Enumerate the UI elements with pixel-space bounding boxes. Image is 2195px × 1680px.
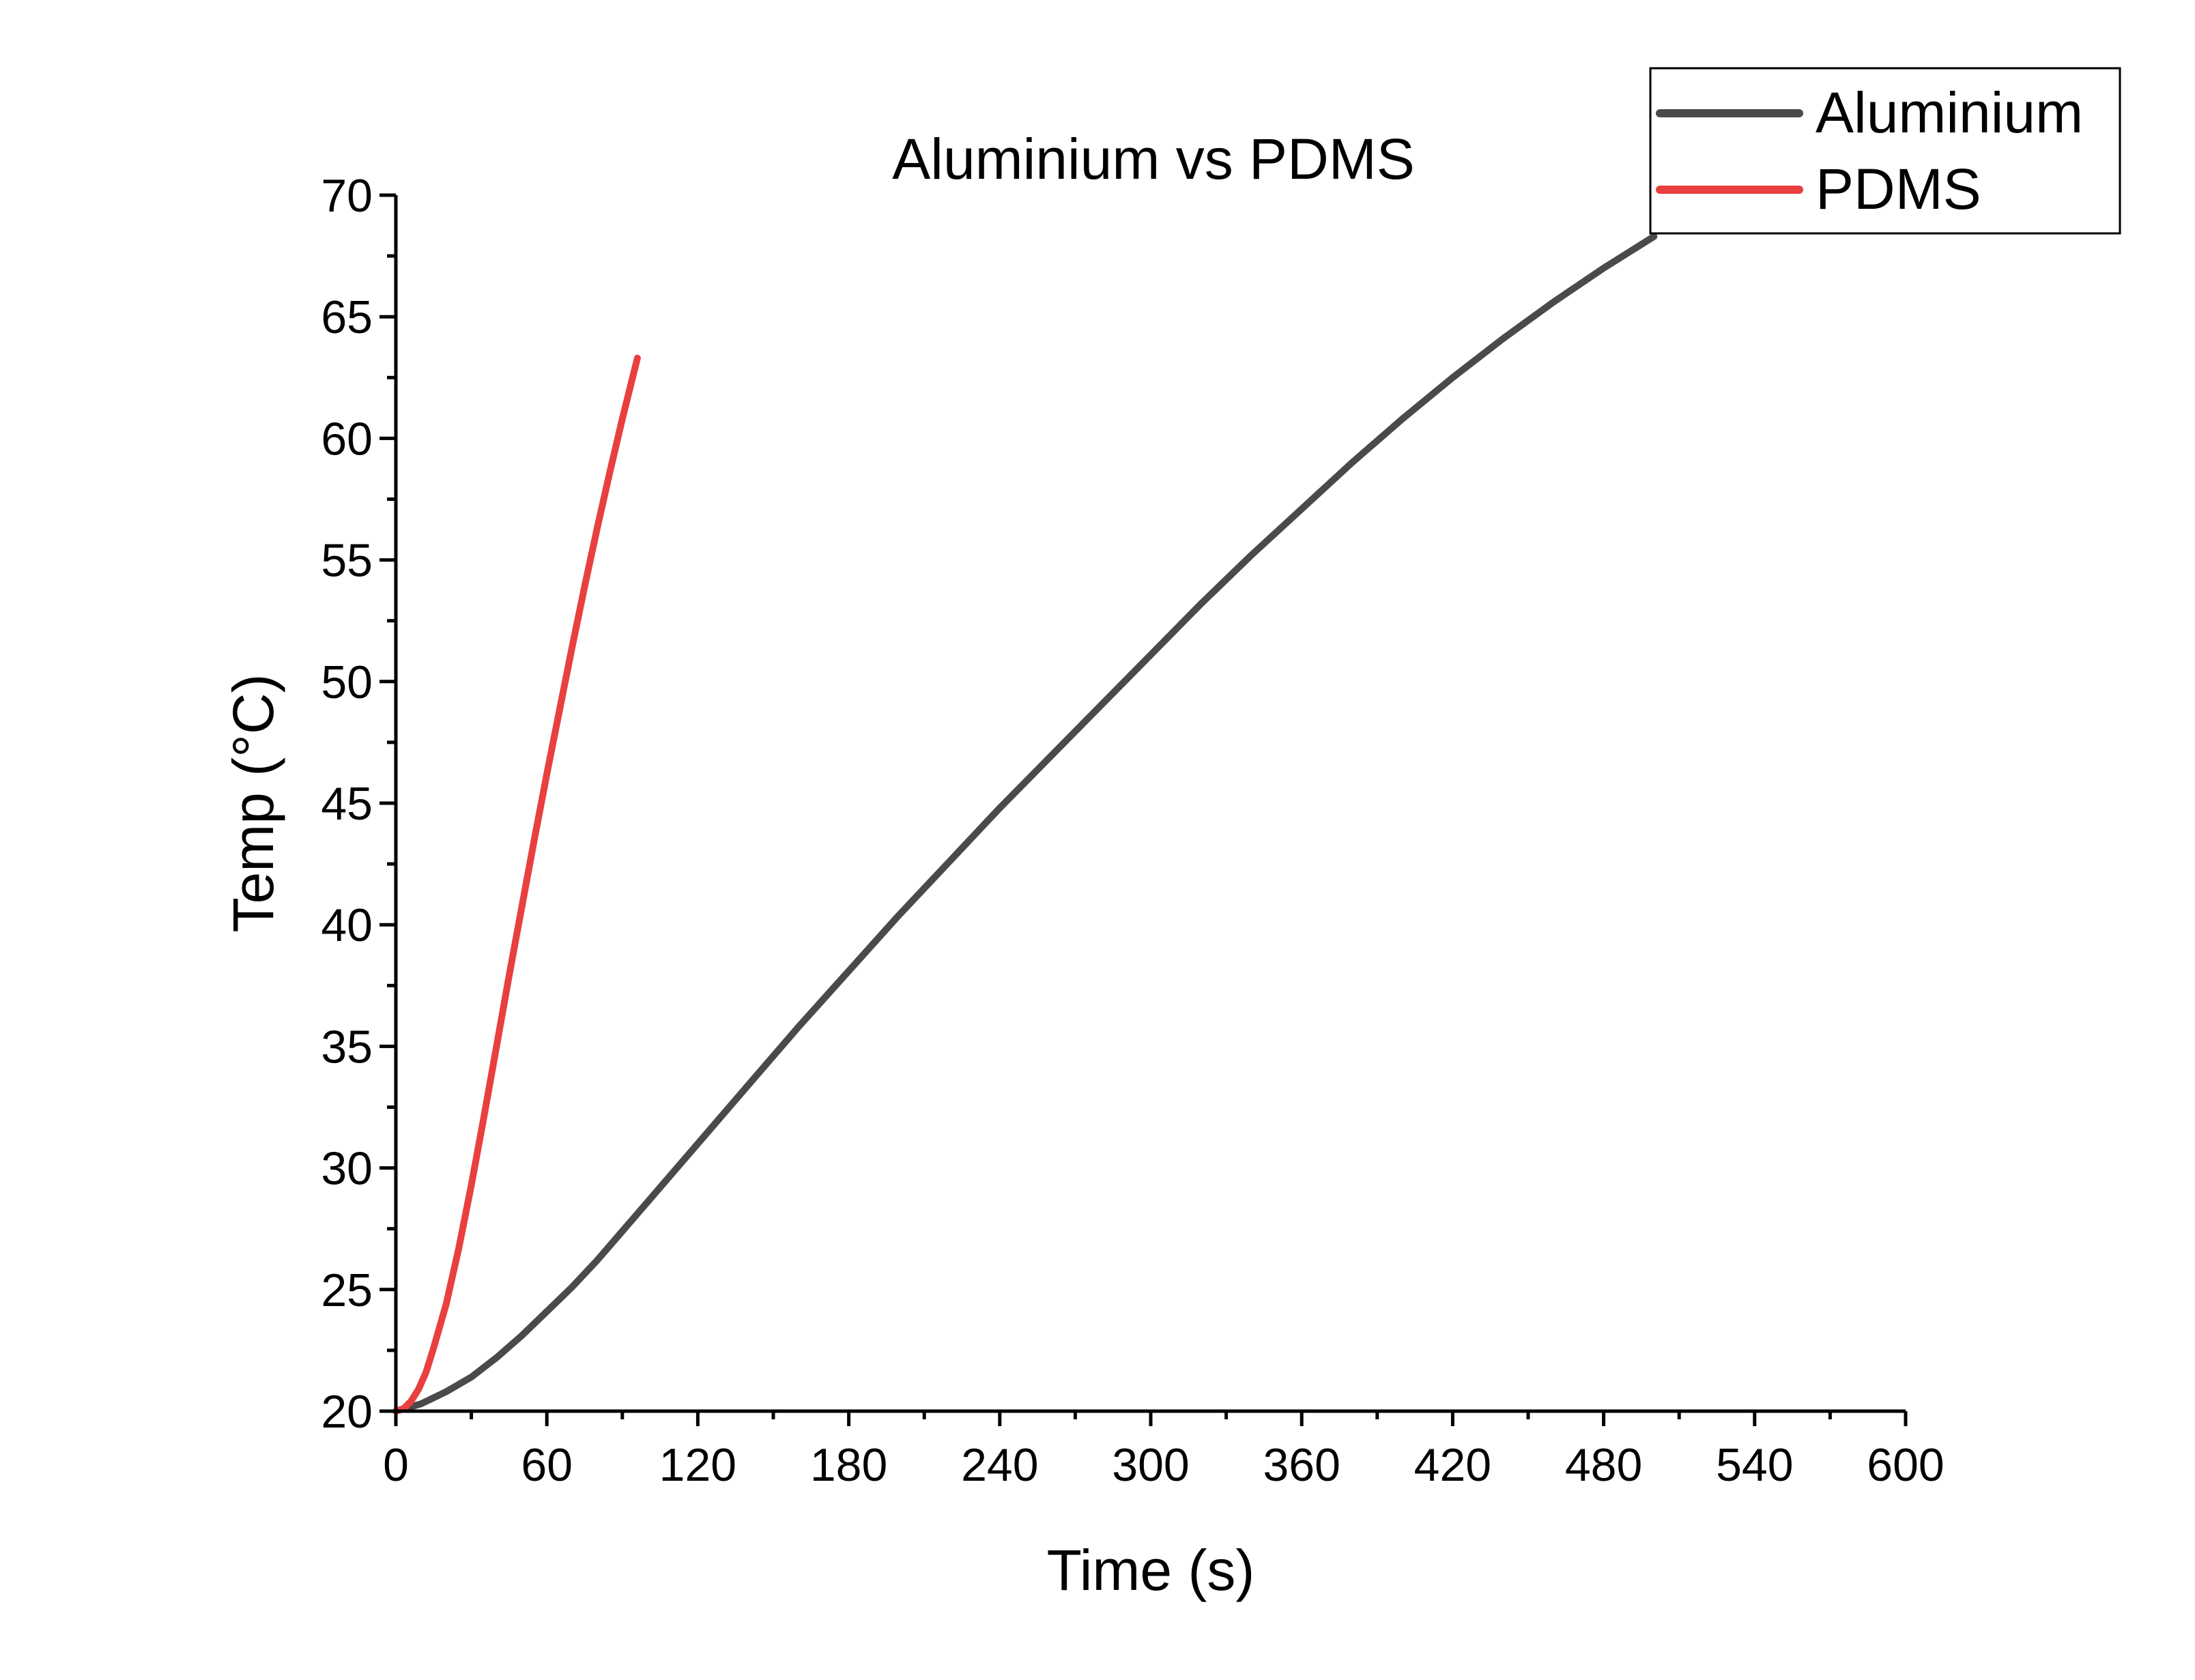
x-tick-label-60: 60 <box>521 1439 573 1491</box>
x-axis-ticks: 0 60 120 180 240 300 360 420 480 540 600 <box>383 1411 1945 1491</box>
y-tick-label-70: 70 <box>321 170 373 222</box>
x-tick-label-540: 540 <box>1716 1439 1793 1491</box>
legend-label-aluminium: Aluminium <box>1816 81 2083 145</box>
series-line-aluminium <box>392 233 1658 1415</box>
chart-title: Aluminium vs PDMS <box>892 127 1414 191</box>
legend: Aluminium PDMS <box>1649 67 2121 235</box>
y-tick-label-55: 55 <box>321 535 373 587</box>
x-tick-label-180: 180 <box>810 1439 887 1491</box>
y-tick-label-25: 25 <box>321 1264 373 1316</box>
x-tick-label-480: 480 <box>1565 1439 1642 1491</box>
legend-box <box>1649 67 2121 235</box>
x-tick-label-300: 300 <box>1112 1439 1189 1491</box>
y-tick-label-60: 60 <box>321 413 373 465</box>
y-tick-label-65: 65 <box>321 291 373 343</box>
y-tick-label-45: 45 <box>321 778 373 830</box>
x-tick-label-120: 120 <box>659 1439 736 1491</box>
x-tick-label-600: 600 <box>1867 1439 1944 1491</box>
y-tick-label-30: 30 <box>321 1143 373 1195</box>
y-tick-label-50: 50 <box>321 656 373 708</box>
y-axis-ticks: 20 25 30 35 40 45 50 55 60 65 70 <box>321 170 396 1438</box>
x-tick-label-360: 360 <box>1263 1439 1340 1491</box>
y-axis-title: Temp (°C) <box>221 674 285 933</box>
series-line-pdms <box>392 354 641 1415</box>
y-tick-label-20: 20 <box>321 1386 373 1438</box>
legend-label-pdms: PDMS <box>1816 157 1981 221</box>
y-tick-label-40: 40 <box>321 899 373 951</box>
x-tick-label-0: 0 <box>383 1439 409 1491</box>
x-axis-title: Time (s) <box>1047 1538 1255 1602</box>
plot-series <box>392 233 1658 1415</box>
x-tick-label-420: 420 <box>1414 1439 1491 1491</box>
y-tick-label-35: 35 <box>321 1021 373 1073</box>
x-tick-label-240: 240 <box>961 1439 1038 1491</box>
